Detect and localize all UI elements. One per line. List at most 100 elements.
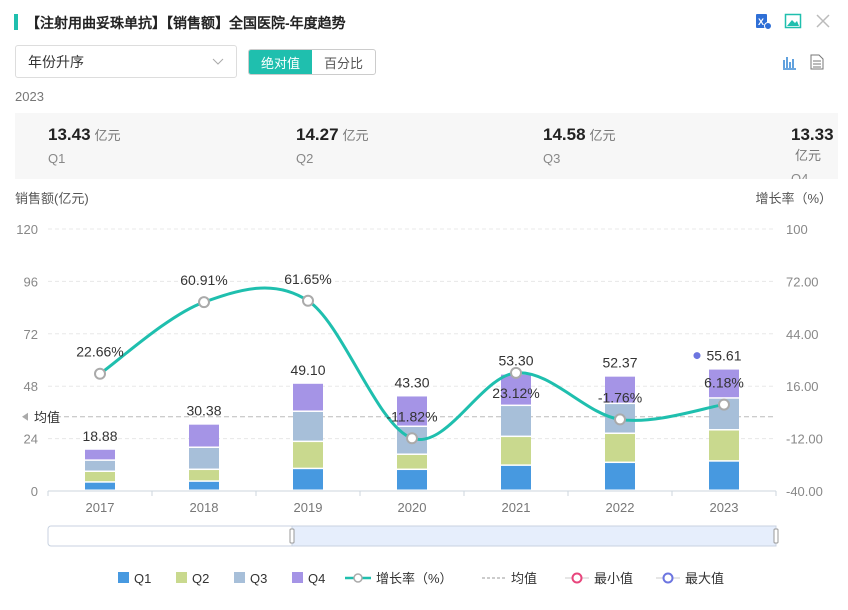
x-tick-label: 2017 <box>86 500 115 515</box>
svg-text:X: X <box>758 17 764 27</box>
growth-point[interactable] <box>302 294 314 307</box>
growth-point[interactable] <box>198 296 210 309</box>
bar-chart-icon[interactable] <box>780 53 798 71</box>
legend-item[interactable]: Q1 <box>118 571 151 586</box>
x-tick-label: 2018 <box>190 500 219 515</box>
kpi-value: 14.27 <box>296 125 339 144</box>
bar-q4-2018[interactable] <box>189 424 219 447</box>
mean-marker-icon <box>22 412 28 421</box>
legend-item[interactable]: Q3 <box>234 571 267 586</box>
kpi-value: 14.58 <box>543 125 586 144</box>
bar-q4-2020[interactable] <box>397 396 427 426</box>
y2-tick-label: 16.00 <box>786 379 819 394</box>
y-tick-label: 96 <box>24 274 38 289</box>
x-tick-label: 2021 <box>502 500 531 515</box>
bar-q2-2018[interactable] <box>189 470 219 481</box>
slider-handle-left[interactable] <box>289 528 295 544</box>
y-tick-label: 0 <box>31 484 38 499</box>
legend-item[interactable]: 增长率（%） <box>345 571 453 586</box>
y-tick-label: 72 <box>24 327 38 342</box>
y2-tick-label: 44.00 <box>786 327 819 342</box>
kpi-q1: 13.43 亿元 Q1 <box>48 125 121 166</box>
legend-swatch <box>118 572 129 583</box>
absolute-value-button[interactable]: 绝对值 <box>249 50 313 74</box>
document-icon[interactable] <box>808 53 826 71</box>
kpi-label: Q1 <box>48 151 66 166</box>
growth-point[interactable] <box>94 367 106 380</box>
legend-item[interactable]: Q2 <box>176 571 209 586</box>
bar-q1-2019[interactable] <box>293 469 323 490</box>
chevron-down-icon <box>212 58 224 65</box>
legend-label: Q3 <box>250 571 267 586</box>
bar-q3-2020[interactable] <box>397 427 427 454</box>
bar-q1-2020[interactable] <box>397 470 427 490</box>
close-icon[interactable] <box>814 12 832 30</box>
bar-q1-2018[interactable] <box>189 481 219 490</box>
growth-point[interactable] <box>406 432 418 445</box>
bar-q4-2022[interactable] <box>605 376 635 403</box>
growth-label: 22.66% <box>76 344 123 360</box>
legend-label: Q4 <box>308 571 325 586</box>
bar-q3-2018[interactable] <box>189 447 219 469</box>
zoom-slider[interactable] <box>47 525 779 547</box>
growth-label: 6.18% <box>704 375 744 391</box>
bar-q2-2017[interactable] <box>85 472 115 482</box>
growth-label: -11.82% <box>386 408 437 424</box>
growth-point[interactable] <box>718 398 730 411</box>
bar-q2-2022[interactable] <box>605 434 635 462</box>
growth-rate-line <box>99 286 725 442</box>
bar-q2-2023[interactable] <box>709 430 739 461</box>
bar-q2-2019[interactable] <box>293 442 323 468</box>
legend-item[interactable]: 均值 <box>482 571 537 586</box>
bar-q4-2023[interactable] <box>709 369 739 398</box>
image-icon[interactable] <box>784 12 802 30</box>
y2-tick-label: 72.00 <box>786 274 819 289</box>
legend-swatch <box>292 572 303 583</box>
growth-label: 60.91% <box>180 272 227 288</box>
title-accent <box>14 14 18 30</box>
y2-tick-label: 100 <box>786 222 808 237</box>
legend-item[interactable]: 最大值 <box>656 571 724 586</box>
sort-value: 年份升序 <box>28 53 84 70</box>
bar-q1-2022[interactable] <box>605 463 635 490</box>
bar-q1-2021[interactable] <box>501 465 531 490</box>
x-tick-label: 2023 <box>710 500 739 515</box>
total-label: 18.88 <box>82 428 117 444</box>
legend-swatch <box>571 572 583 584</box>
legend-swatch <box>176 572 187 583</box>
x-tick-label: 2019 <box>294 500 323 515</box>
bar-q1-2017[interactable] <box>85 482 115 490</box>
bar-q4-2017[interactable] <box>85 449 115 460</box>
legend-label: 最大值 <box>685 571 724 586</box>
legend-swatch <box>662 572 674 584</box>
bar-q3-2017[interactable] <box>85 460 115 471</box>
page-title: 【注射用曲妥珠单抗】【销售额】全国医院-年度趋势 <box>26 15 346 31</box>
growth-label: 23.12% <box>492 385 539 401</box>
bar-q3-2022[interactable] <box>605 404 635 433</box>
y-axis-title: 销售额(亿元) <box>15 191 89 206</box>
y2-tick-label: -12.00 <box>786 432 823 447</box>
bar-q1-2023[interactable] <box>709 461 739 490</box>
growth-point[interactable] <box>510 366 522 379</box>
bar-q3-2021[interactable] <box>501 406 531 436</box>
total-label: 52.37 <box>602 355 637 371</box>
selected-year: 2023 <box>15 89 44 104</box>
growth-point[interactable] <box>614 413 626 426</box>
percentage-button[interactable]: 百分比 <box>324 55 364 71</box>
bar-q3-2023[interactable] <box>709 398 739 430</box>
bar-q3-2019[interactable] <box>293 411 323 441</box>
legend-item[interactable]: Q4 <box>292 571 325 586</box>
mean-label: 均值 <box>34 410 60 425</box>
bar-q4-2021[interactable] <box>501 374 531 405</box>
bar-q2-2021[interactable] <box>501 437 531 465</box>
legend-item[interactable]: 最小值 <box>565 571 633 586</box>
value-mode-toggle[interactable]: 绝对值 百分比 <box>248 49 377 75</box>
kpi-q2: 14.27 亿元 Q2 <box>296 125 369 166</box>
bar-q4-2019[interactable] <box>293 383 323 411</box>
slider-handle-right[interactable] <box>773 528 779 544</box>
bar-q2-2020[interactable] <box>397 454 427 469</box>
export-excel-icon[interactable]: X <box>754 12 772 30</box>
sort-select[interactable]: 年份升序 <box>15 45 237 78</box>
kpi-q4: 13.33 亿元 Q4 <box>791 125 838 179</box>
total-label: 49.10 <box>290 362 325 378</box>
